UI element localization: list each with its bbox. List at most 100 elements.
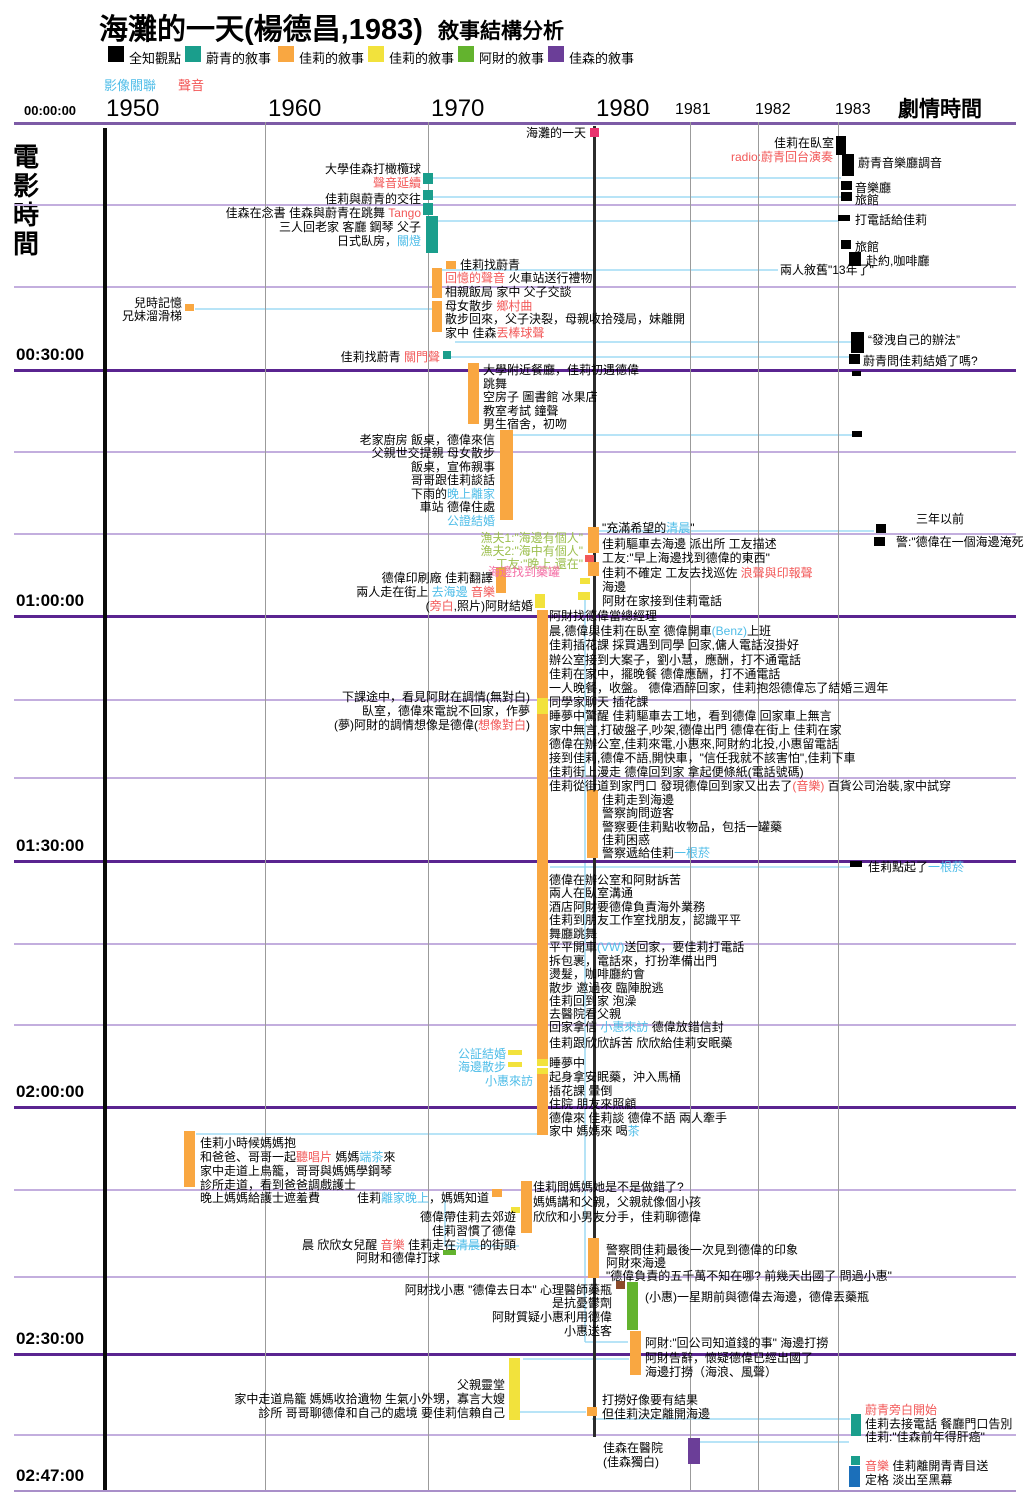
annotation-text: 警:"德偉在一個海邊淹死了" bbox=[896, 535, 1024, 549]
annotation-text: 下課途中，看見阿財在調情(無對白) bbox=[342, 690, 530, 704]
timeline-bar bbox=[423, 190, 433, 200]
annotation-text: 警察問佳莉最後一次見到德偉的印象 bbox=[606, 1243, 799, 1257]
annotation: 佳莉習慣了德偉 bbox=[432, 1225, 516, 1238]
timeline-bar bbox=[509, 1358, 520, 1420]
annotation: 回家拿信 小惠來訪 德偉放錯信封 bbox=[549, 1021, 724, 1034]
annotation: 教室考試 鐘聲 bbox=[483, 405, 558, 418]
annotation: 家中走道鳥籠 媽媽收拾遺物 生氣小外甥，寡言大嫂 bbox=[234, 1393, 505, 1406]
annotation: 晨,德偉與佳莉在臥室 德偉開車(Benz)上班 bbox=[549, 625, 771, 638]
annotation: 回憶的聲音 火車站送行禮物 bbox=[445, 272, 592, 285]
annotation-text: 阿財找德偉當總經理 bbox=[549, 609, 658, 623]
annotation-text: (音樂) bbox=[792, 779, 825, 793]
annotation-text: 接到佳莉,德偉不語,開快車，"信任我就不該害怕",佳莉下車 bbox=[549, 751, 856, 765]
legend-label: 全知觀點 bbox=[129, 51, 182, 66]
timeline-bar bbox=[537, 1068, 548, 1074]
annotation: 父親靈堂 bbox=[457, 1379, 505, 1392]
timeline-bar bbox=[841, 181, 852, 190]
annotation: 散步 邀過夜 臨陣脫逃 bbox=[549, 982, 664, 995]
annotation-text: 佳莉到朋友工作室找朋友，認識平平 bbox=[549, 913, 742, 927]
gridline-horizontal bbox=[14, 1276, 1016, 1278]
gridline-horizontal bbox=[14, 699, 1016, 701]
annotation-text: 端茶 bbox=[359, 1150, 384, 1164]
annotation-text: 診所走道，看到爸爸調戲護士 bbox=[200, 1178, 357, 1192]
annotation-text: 警察要佳莉點收物品，包括一罐藥 bbox=[602, 820, 783, 834]
annotation: 公証結婚 bbox=[458, 1048, 506, 1061]
timeline-bar bbox=[537, 1059, 548, 1066]
timeline-bar bbox=[537, 1074, 548, 1135]
annotation: 打電話給佳莉 bbox=[855, 214, 927, 227]
annotation-text: 家中走道上鳥籠，哥哥與媽媽學鋼琴 bbox=[200, 1164, 393, 1178]
annotation: 阿財質疑小惠利用德偉 bbox=[492, 1311, 612, 1324]
annotation-text: 浪聲與印報聲 bbox=[740, 566, 813, 580]
annotation-text: 阿財來海邊 bbox=[606, 1256, 667, 1270]
annotation-text: 海邊找到藥罐 bbox=[487, 565, 560, 579]
annotation: "充滿希望的清晨" bbox=[602, 522, 695, 535]
timeline-bar bbox=[535, 594, 545, 608]
annotation: 旅館 bbox=[855, 194, 879, 207]
annotation: 睡夢中驚醒 佳莉驅車去工地，看到德偉 回家車上無言 bbox=[549, 710, 832, 723]
annotation: 聲音延續 bbox=[373, 177, 421, 190]
timeline-bar bbox=[852, 371, 861, 376]
annotation: 三年以前 bbox=[916, 513, 964, 526]
annotation: 舞廳跳舞 bbox=[549, 928, 597, 941]
annotation: 德偉來 佳莉談 德偉不語 兩人牽手 bbox=[549, 1112, 727, 1125]
annotation: 家中無言,打破盤子,吵架,德偉出門 德偉在街上 佳莉在家 bbox=[549, 724, 842, 737]
annotation-text: 一根菸 bbox=[928, 860, 965, 874]
annotation-text: 一人晚餐，收盤。 德偉酒醉回家，佳莉抱怨德偉忘了結婚三週年 bbox=[549, 681, 889, 695]
legend-label-secondary: 影像關聯 bbox=[104, 78, 157, 93]
annotation-text: 清晨 bbox=[666, 521, 691, 535]
timeline-bar bbox=[627, 1282, 638, 1330]
annotation-text: 旅館 bbox=[855, 240, 880, 254]
annotation-text: 家中走道鳥籠 媽媽收拾遺物 生氣小外甥，寡言大嫂 bbox=[234, 1392, 505, 1406]
timeline-bar bbox=[537, 610, 548, 698]
gridline-horizontal bbox=[14, 1106, 1016, 1109]
annotation-text: Tango bbox=[388, 206, 421, 220]
annotation-text: 鄉村曲 bbox=[496, 299, 533, 313]
annotation-text: 佳莉離開青青目送 bbox=[889, 1459, 989, 1473]
annotation-text: 旁白 bbox=[429, 599, 454, 613]
annotation-text: 旅館 bbox=[855, 193, 880, 207]
annotation-text: 睡夢中驚醒 佳莉驅車去工地，看到德偉 回家車上無言 bbox=[549, 709, 832, 723]
annotation: 德偉在辦公室,佳莉來電,小惠來,阿財約北投,小惠留電話 bbox=[549, 738, 838, 751]
annotation: 佳森在念書 佳森與蔚青在跳舞 Tango bbox=[226, 207, 421, 220]
annotation: 警:"德偉在一個海邊淹死了" bbox=[896, 536, 1024, 549]
annotation: 哥哥跟佳莉談話 bbox=[411, 474, 495, 487]
legend-label: 阿財的敘事 bbox=[479, 51, 545, 66]
annotation-text: 媽媽講和父親，父親就像個小孩 bbox=[533, 1195, 702, 1209]
timeline-bar bbox=[849, 354, 860, 364]
gridline-vertical bbox=[428, 122, 429, 1490]
annotation: 阿財在家接到佳莉電話 bbox=[602, 595, 722, 608]
annotation-text: 音樂 bbox=[380, 1238, 405, 1252]
film-time-label: 02:47:00 bbox=[16, 1466, 85, 1485]
annotation: 但佳莉決定離開海邊 bbox=[602, 1408, 710, 1421]
annotation: 住院 朋友來照顧 bbox=[549, 1098, 636, 1111]
timeline-bar bbox=[446, 261, 456, 269]
timeline-bar bbox=[849, 252, 861, 266]
annotation-text: 佳莉走到海邊 bbox=[602, 793, 675, 807]
annotation-text: 佳莉找蔚青 bbox=[340, 350, 404, 364]
timeline-bar bbox=[511, 1207, 520, 1213]
annotation-text: 男生宿舍，初吻 bbox=[483, 417, 568, 431]
annotation-text: 兒時記憶 bbox=[133, 296, 182, 310]
gridline-horizontal bbox=[14, 1189, 1016, 1191]
annotation: 佳莉:"佳森前年得肝癌" bbox=[865, 1431, 985, 1444]
annotation: radio:蔚青回台演奏 bbox=[731, 151, 833, 164]
annotation-text: 酒店阿財要德偉負責海外業務 bbox=[549, 900, 706, 914]
annotation-text: 佳莉點起了 bbox=[868, 860, 929, 874]
annotation-text: 同學家聊天 插花課 bbox=[549, 695, 649, 709]
annotation: 警察要佳莉點收物品，包括一罐藥 bbox=[602, 821, 782, 834]
annotation-text: 佳莉找蔚青 bbox=[460, 258, 521, 272]
gridline-vertical bbox=[690, 122, 691, 1490]
annotation-text: (佳森獨白) bbox=[603, 1455, 659, 1469]
annotation: 母女散步 鄉村曲 bbox=[445, 300, 532, 313]
annotation-text: 車站 德偉住處 bbox=[419, 500, 495, 514]
annotation-text: 蔚青旁白開始 bbox=[865, 1403, 938, 1417]
annotation: 臥室，德偉來電說不回家，作夢 bbox=[362, 705, 530, 718]
annotation: 佳莉與蔚青的交往 bbox=[325, 193, 421, 206]
annotation-text: 打撈好像要有結果 bbox=[602, 1393, 699, 1407]
timeline-bar bbox=[496, 567, 506, 593]
annotation: 酒店阿財要德偉負責海外業務 bbox=[549, 901, 705, 914]
timeline-bar bbox=[838, 215, 850, 221]
